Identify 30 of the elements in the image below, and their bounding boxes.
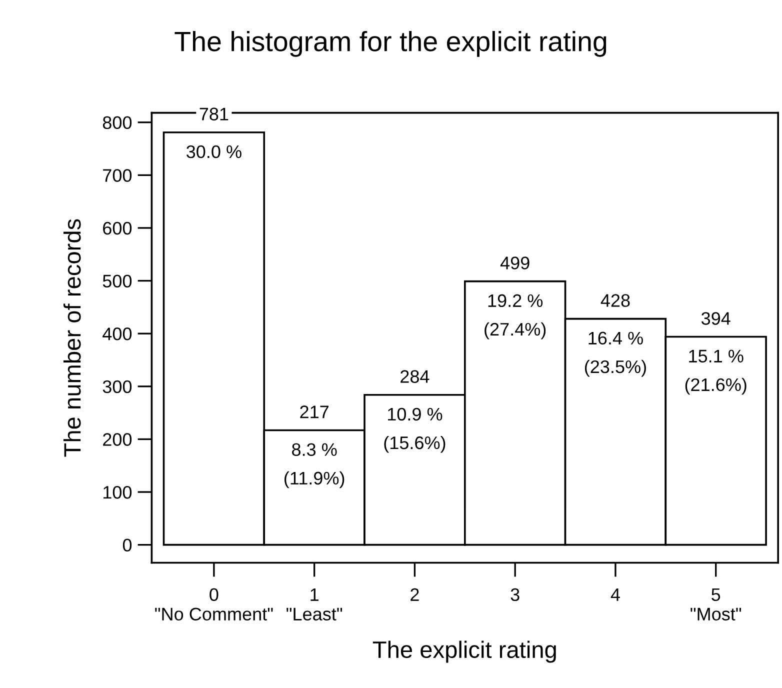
x-tick-label: 2 <box>410 588 419 601</box>
x-tick-label: 5 "Most" <box>690 588 742 620</box>
y-tick-label: 700 <box>103 169 132 182</box>
y-tick-label: 800 <box>102 116 132 130</box>
data-label: 499 <box>500 256 530 270</box>
annotation: 19.2 % (27.4%) <box>484 294 546 340</box>
annotation: 10.9 % (15.6%) <box>384 408 446 453</box>
y-tick-label: 200 <box>103 433 132 446</box>
y-tick-label: 600 <box>103 222 132 235</box>
x-tick-label: 1 "Least" <box>286 588 342 620</box>
data-label: 284 <box>400 370 430 383</box>
x-tick-label: 4 <box>610 588 620 601</box>
y-tick-label: 400 <box>102 328 132 340</box>
annotation: 8.3 % (11.9%) <box>284 443 344 488</box>
x-tick-label: 3 <box>510 588 520 602</box>
data-label: 394 <box>701 312 730 325</box>
y-tick-label: 300 <box>102 380 132 394</box>
y-tick-label: 500 <box>102 274 132 288</box>
data-label: 428 <box>600 294 630 307</box>
data-label: 217 <box>300 406 328 418</box>
data-label: 781 <box>200 108 228 120</box>
y-axis-title: The number of records <box>63 219 81 457</box>
x-axis-title: The explicit rating <box>372 640 556 663</box>
annotation: 16.4 % (23.5%) <box>584 332 646 377</box>
chart-title: The histogram for the explicit rating <box>174 30 606 57</box>
y-tick-label: 100 <box>104 486 132 499</box>
y-tick-label: 0 <box>122 538 132 552</box>
annotation: 30.0 % <box>186 145 242 158</box>
annotation: 15.1 % (21.6%) <box>685 350 746 395</box>
x-tick-label: 0 "No Comment" <box>155 588 273 620</box>
